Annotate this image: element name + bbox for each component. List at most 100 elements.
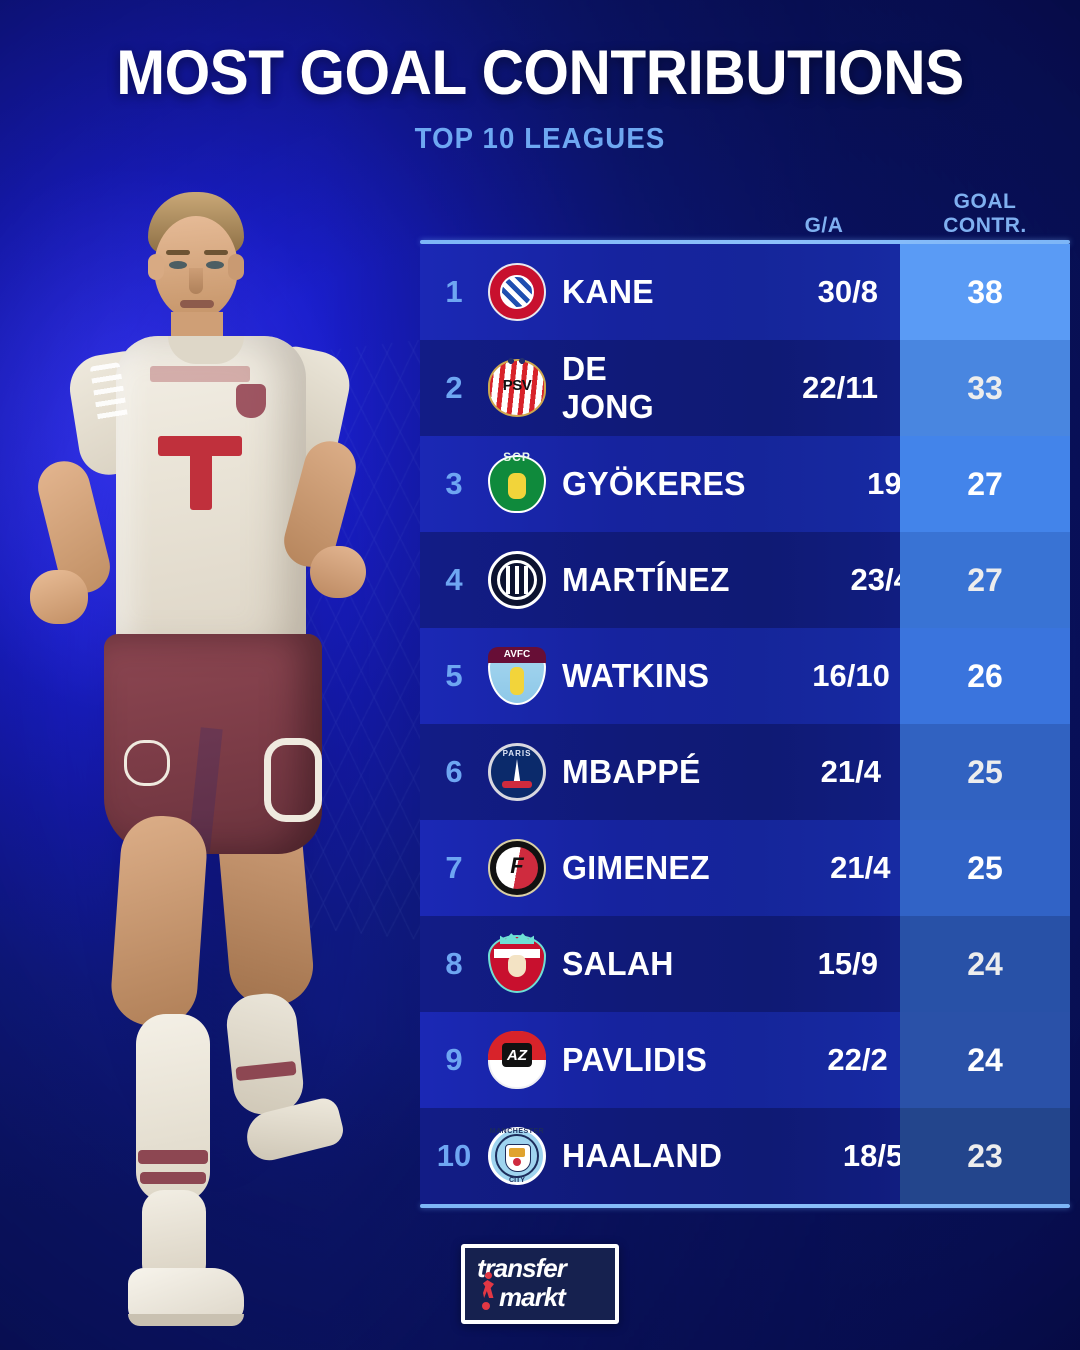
goals-assists-value: 16/10 [812,658,890,693]
player-brow-left [166,250,190,255]
table-row[interactable]: 7 F GIMENEZ 21/4 25 [420,820,1070,916]
table-row[interactable]: 6 PARIS MBAPPÉ 21/4 25 [420,724,1070,820]
shorts-badge [124,740,170,786]
goal-contributions-value: 26 [900,628,1070,724]
sock-band-left-2 [140,1172,206,1184]
player-name: DE JONG [562,350,654,425]
sock-band-left-1 [138,1150,208,1164]
player-mouth [180,300,214,308]
goal-contributions-value: 24 [900,1012,1070,1108]
goal-contributions-value: 25 [900,724,1070,820]
player-thigh-left [108,813,210,1029]
player-eye-right [206,261,224,269]
table-bottom-rule [420,1204,1070,1208]
player-sock-right [223,990,307,1118]
goals-assists-value: 22/2 [827,1042,888,1077]
goal-contributions-value: 27 [900,436,1070,532]
table-body: 1 KANE 30/8 38 2 PSV DE JONG 22/11 33 3 SCP GYÖKERE… [420,244,1070,1204]
player-name: GYÖKERES [562,465,746,502]
rank-number: 5 [445,658,463,693]
column-header-goal-contr-line2: CONTR. [943,214,1027,237]
page-subtitle: TOP 10 LEAGUES [414,123,666,155]
shirt-sponsor-band [150,366,250,382]
club-crest-paris-saint-germain: PARIS [488,743,546,801]
player-name: MBAPPÉ [562,753,701,790]
row-main-area: 7 F GIMENEZ 21/4 [420,820,900,916]
club-crest-az-alkmaar: AZ [488,1031,546,1089]
rank-number: 3 [445,466,463,501]
goal-contributions-value: 25 [900,820,1070,916]
club-crest-feyenoord: F [488,839,546,897]
player-ear-right [228,254,244,280]
player-fist-left [30,570,88,624]
logo-word-markt: markt [499,1282,566,1312]
row-main-area: 6 PARIS MBAPPÉ 21/4 [420,724,900,820]
goals-assists-value: 21/4 [830,850,891,885]
player-brow-right [204,250,228,255]
player-fist-right [310,546,366,598]
table-column-headers: G/A GOAL CONTR. [420,176,1070,240]
player-name: MARTÍNEZ [562,561,730,598]
shirt-club-badge [236,384,266,418]
goals-assists-value: 15/9 [817,946,878,981]
player-name: SALAH [562,945,674,982]
table-row[interactable]: 9 AZ PAVLIDIS 22/2 24 [420,1012,1070,1108]
rank-number: 4 [445,562,463,597]
row-main-area: 4 MARTÍNEZ 23/4 [420,532,911,628]
row-main-area: 9 AZ PAVLIDIS 22/2 [420,1012,900,1108]
player-name: KANE [562,273,654,310]
table-top-rule [420,240,1070,244]
goals-assists-value: 18/5 [842,1138,904,1173]
player-nose [189,268,203,294]
table-row[interactable]: 3 SCP GYÖKERES 19/8 27 [420,436,1070,532]
logo-player-figure-icon [481,1272,497,1312]
player-sock-left [136,1014,210,1202]
club-crest-aston-villa: AVFC [488,647,546,705]
page-title: MOST GOAL CONTRIBUTIONS [116,38,964,108]
goal-contributions-value: 27 [900,532,1070,628]
table-row[interactable]: 4 MARTÍNEZ 23/4 27 [420,532,1070,628]
goal-contributions-value: 24 [900,916,1070,1012]
column-header-ga: G/A [804,214,844,237]
club-crest-psv: PSV [488,357,546,417]
goal-contributions-value: 38 [900,244,1070,340]
goal-contributions-value: 33 [900,340,1070,436]
player-eye-left [169,261,187,269]
player-boot-sole [128,1314,244,1326]
shorts-number [264,738,322,822]
rank-number: 7 [445,850,463,885]
club-crest-bayern-munich [488,263,546,321]
goals-assists-value: 30/8 [817,274,878,309]
logo-word-transfer: transfer [477,1253,567,1283]
player-ear-left [148,254,164,280]
row-main-area: 8 SALAH 15/9 [420,916,900,1012]
rank-number: 6 [445,754,463,789]
leaderboard-table: G/A GOAL CONTR. 1 KANE 30/8 38 2 PSV DE JONG 22… [420,176,1070,1208]
club-crest-manchester-city: MANCHESTER CITY [488,1127,546,1185]
column-header-goal-contr: GOAL CONTR. [900,190,1070,238]
rank-number: 9 [445,1042,463,1077]
table-row[interactable]: 8 SALAH 15/9 24 [420,916,1070,1012]
table-row[interactable]: 5 AVFC WATKINS 16/10 26 [420,628,1070,724]
goals-assists-value: 21/4 [820,754,881,789]
row-main-area: 10 MANCHESTER CITY HAALAND 18/5 [420,1108,903,1204]
table-row[interactable]: 1 KANE 30/8 38 [420,244,1070,340]
player-photo-harry-kane [8,168,428,1348]
rank-number: 10 [436,1138,472,1173]
goal-contributions-value: 23 [900,1108,1070,1204]
rank-number: 2 [445,370,463,405]
column-header-goal-contr-line1: GOAL [953,190,1017,213]
table-row[interactable]: 2 PSV DE JONG 22/11 33 [420,340,1070,436]
header-block: MOST GOAL CONTRIBUTIONS TOP 10 LEAGUES [0,42,1080,154]
goals-assists-value: 22/11 [802,370,878,405]
club-crest-liverpool [488,933,546,993]
club-crest-inter-milan [488,551,546,609]
row-main-area: 2 PSV DE JONG 22/11 [420,340,900,436]
player-name: GIMENEZ [562,849,710,886]
player-name: PAVLIDIS [562,1041,708,1078]
table-row[interactable]: 10 MANCHESTER CITY HAALAND 18/5 23 [420,1108,1070,1204]
transfermarkt-logo[interactable]: transfer markt [461,1244,619,1324]
rank-number: 8 [445,946,463,981]
row-main-area: 1 KANE 30/8 [420,244,900,340]
